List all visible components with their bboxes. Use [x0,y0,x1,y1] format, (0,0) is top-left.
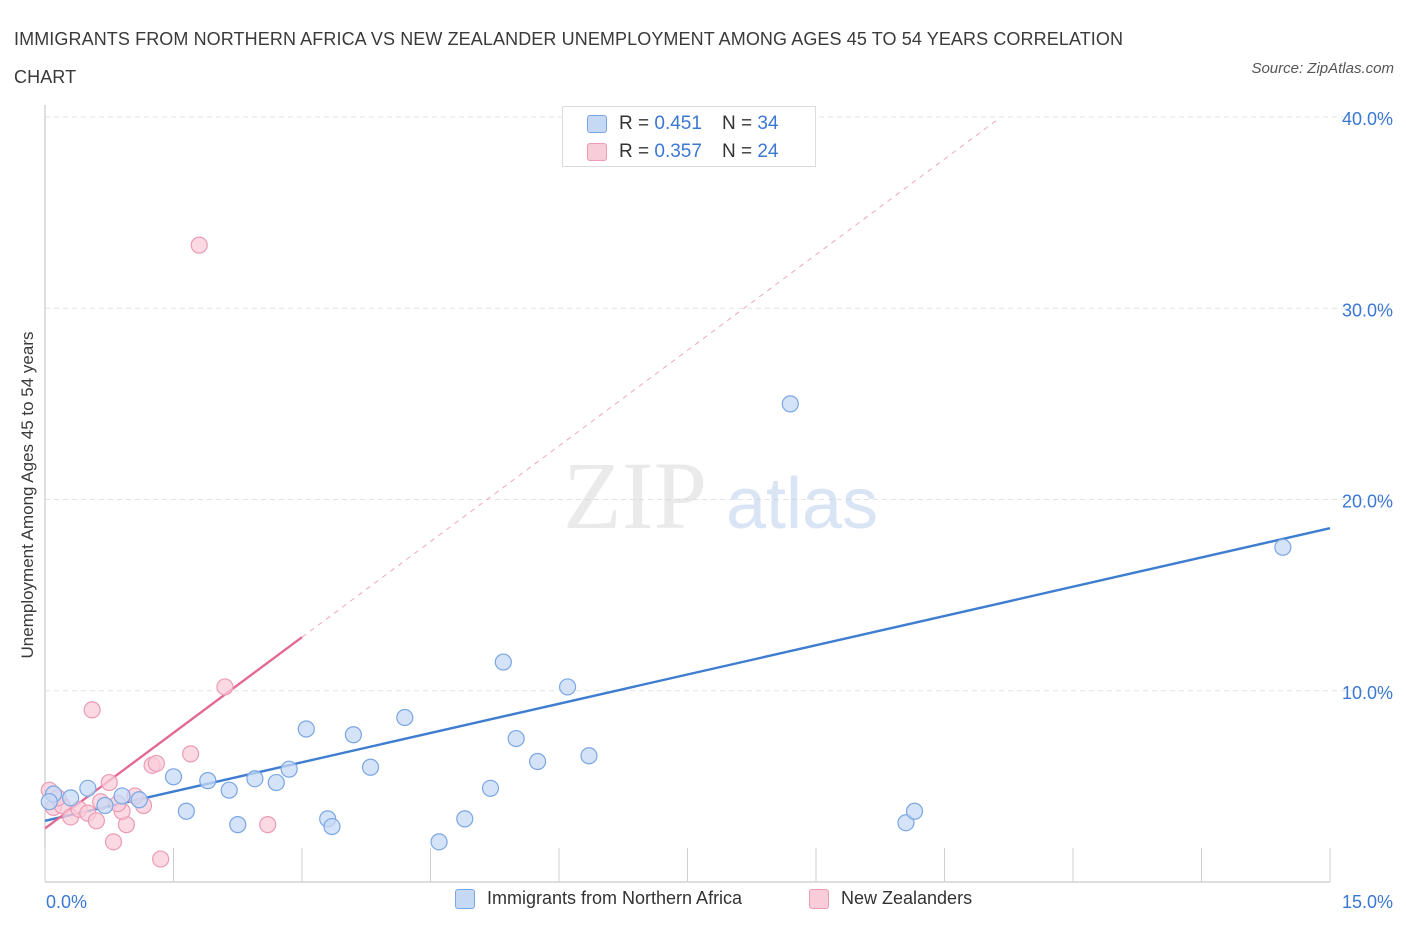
legend-swatch-immigrants [455,888,475,909]
point-immigrants [323,817,341,836]
source-credit: Source: ZipAtlas.com [1251,60,1394,77]
point-immigrants [220,781,238,799]
point-immigrants [79,779,97,797]
point-immigrants [361,758,380,776]
series-legend: Immigrants from Northern Africa New Zeal… [0,888,1406,916]
point-immigrants [297,720,315,738]
point-new-zealanders [182,745,200,763]
legend-label-new-zealanders: New Zealanders [841,888,973,908]
point-immigrants [229,816,247,834]
point-immigrants [396,708,414,727]
y-tick-label: 10.0% [1342,683,1393,703]
legend-row-immigrants: R = 0.451 N = 34 [587,112,778,136]
legend-r-label: R = [619,141,650,162]
legend-item-new-zealanders: New Zealanders [809,888,972,909]
point-immigrants [456,810,474,828]
point-immigrants [481,779,500,797]
legend-n-label: N = [721,141,753,162]
y-tick-label: 20.0% [1342,492,1393,512]
point-new-zealanders [87,812,106,830]
chart-title: IMMIGRANTS FROM NORTHERN AFRICA VS NEW Z… [14,29,1124,87]
legend-swatch-immigrants [587,115,607,133]
point-new-zealanders [100,773,118,792]
legend-item-immigrants: Immigrants from Northern Africa [455,888,742,909]
point-immigrants [905,802,924,820]
legend-n-value-new-zealanders: 24 [757,141,779,162]
point-new-zealanders [83,701,101,719]
y-tick-label: 30.0% [1342,300,1393,320]
point-immigrants [267,773,285,792]
point-immigrants [507,729,525,748]
point-immigrants [62,789,80,807]
point-immigrants [280,760,298,778]
point-new-zealanders [152,850,170,868]
point-immigrants [164,768,183,786]
stats-legend: R = 0.451 N = 34 R = 0.357 N = 24 [562,106,816,167]
axes [44,105,1331,883]
point-immigrants [1274,538,1292,556]
point-new-zealanders [259,816,277,834]
watermark-atlas: atlas [726,464,878,544]
point-immigrants [897,814,915,832]
y-tick-label: 40.0% [1342,109,1393,129]
x-tick-label-max: 15.0% [1342,892,1393,912]
legend-swatch-new-zealanders [587,143,607,161]
watermark-zip: ZIP [563,442,707,549]
point-new-zealanders [147,754,165,773]
y-axis-label: Unemployment Among Ages 45 to 54 years [18,331,37,659]
legend-swatch-new-zealanders [809,888,829,909]
legend-row-new-zealanders: R = 0.357 N = 24 [587,140,778,164]
point-immigrants [580,747,598,765]
legend-r-value-new-zealanders: 0.357 [654,141,702,162]
point-new-zealanders [216,678,234,696]
legend-r-value-immigrants: 0.451 [654,113,702,134]
point-immigrants [177,802,195,820]
legend-n-label: N = [721,113,753,134]
trend-line-immigrants [44,527,1331,822]
point-immigrants [246,770,264,788]
point-immigrants [494,653,512,671]
point-immigrants [113,787,131,805]
trend-line-new-zealanders [44,636,303,830]
point-immigrants [199,772,217,790]
legend-label-immigrants: Immigrants from Northern Africa [487,888,743,908]
point-immigrants [781,395,799,413]
legend-n-value-immigrants: 34 [757,113,779,134]
y-tick-labels: 10.0% 20.0% 30.0% 40.0% [1342,109,1393,703]
x-tick-label-min: 0.0% [46,892,87,912]
legend-r-label: R = [619,113,650,134]
point-immigrants [528,752,547,771]
point-immigrants [430,833,448,851]
grid-lines [45,116,1392,692]
point-new-zealanders [104,833,123,851]
point-immigrants [558,678,577,696]
point-new-zealanders [190,236,208,254]
point-immigrants [130,791,148,809]
trend-extension-new-zealanders [301,120,997,638]
data-points [40,108,1292,868]
point-immigrants [96,796,114,815]
point-immigrants [344,726,362,744]
point-immigrants [40,793,58,811]
